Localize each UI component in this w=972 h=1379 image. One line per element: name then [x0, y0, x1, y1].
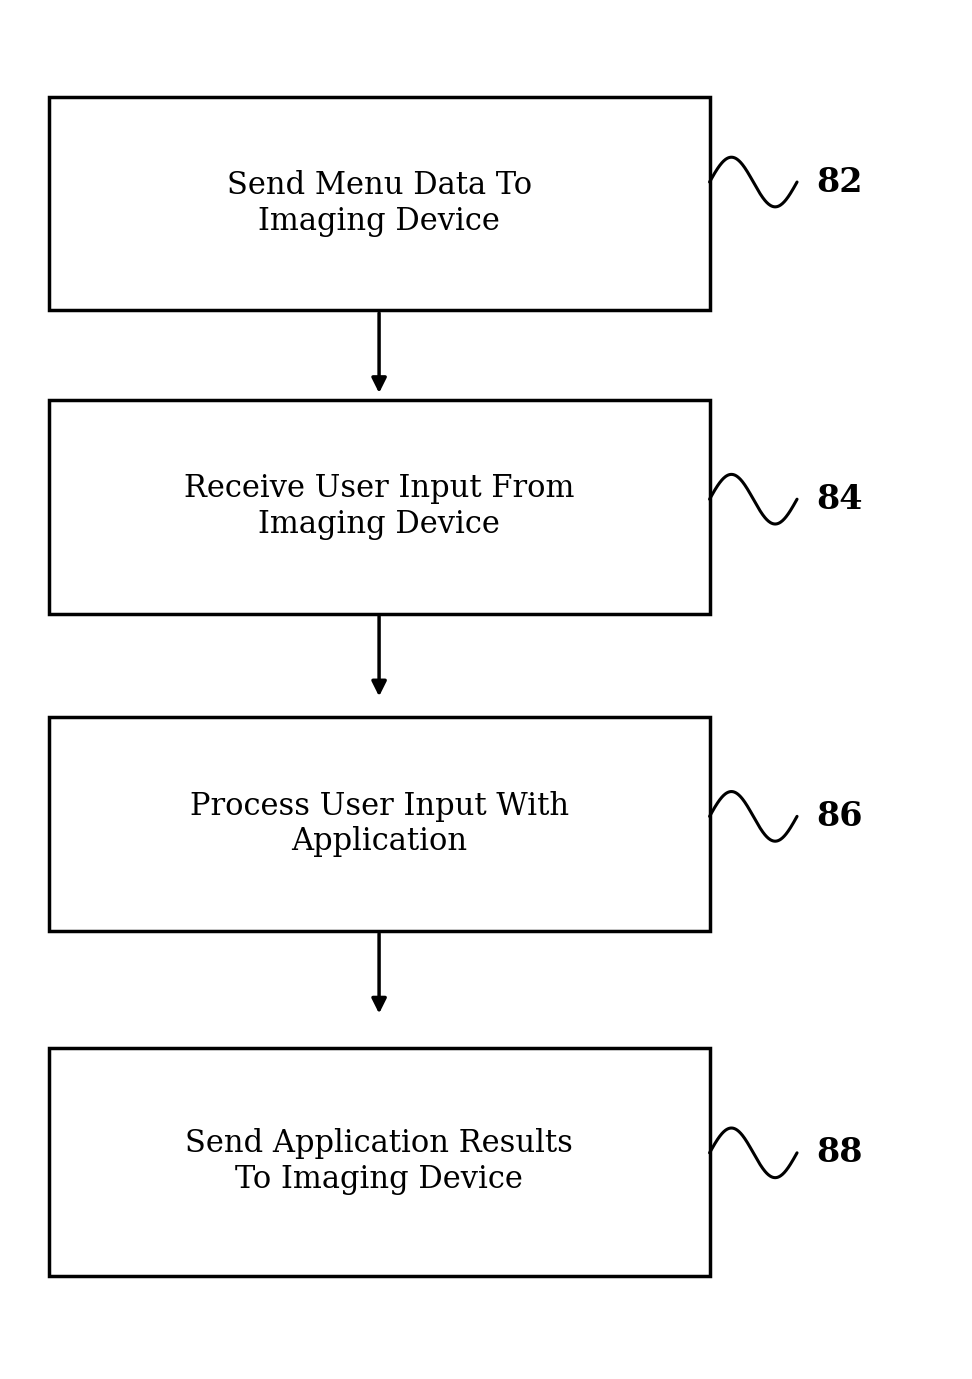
Text: Send Application Results
To Imaging Device: Send Application Results To Imaging Devi…: [185, 1128, 573, 1196]
FancyBboxPatch shape: [49, 400, 710, 614]
FancyBboxPatch shape: [49, 97, 710, 310]
Text: 84: 84: [816, 483, 863, 516]
Text: Send Menu Data To
Imaging Device: Send Menu Data To Imaging Device: [226, 170, 532, 237]
Text: 82: 82: [816, 165, 863, 199]
Text: Process User Input With
Application: Process User Input With Application: [190, 790, 569, 858]
Text: Receive User Input From
Imaging Device: Receive User Input From Imaging Device: [184, 473, 574, 541]
Text: 86: 86: [816, 800, 863, 833]
FancyBboxPatch shape: [49, 717, 710, 931]
Text: 88: 88: [816, 1136, 863, 1169]
FancyBboxPatch shape: [49, 1048, 710, 1276]
